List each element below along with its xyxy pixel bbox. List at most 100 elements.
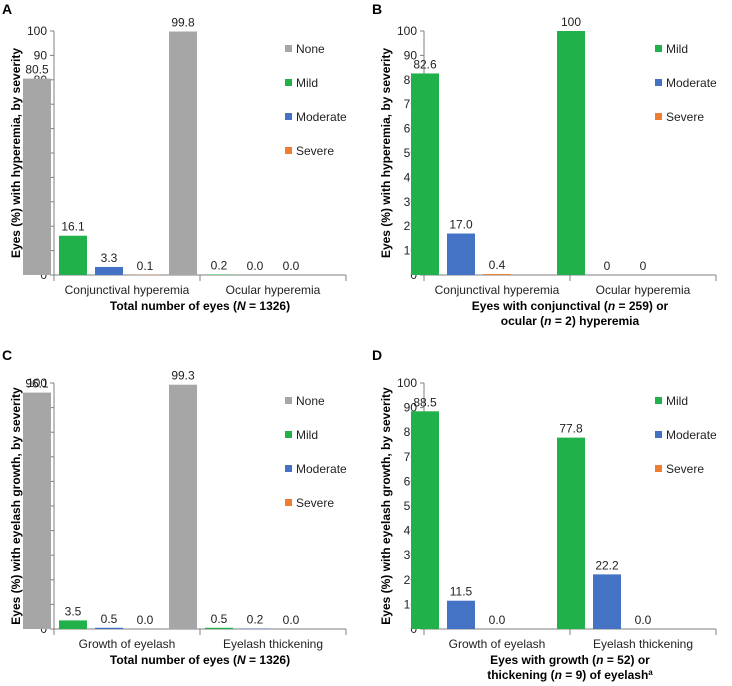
- bar-moderate: [447, 233, 475, 275]
- panel-letter: B: [372, 1, 382, 17]
- legend-label-mild: Mild: [666, 394, 688, 408]
- data-label: 17.0: [449, 218, 473, 232]
- data-label: 0.0: [283, 613, 300, 627]
- bar-mild: [59, 620, 87, 629]
- data-label: 0.0: [635, 613, 652, 627]
- bar-moderate: [95, 266, 123, 275]
- bar-mild: [557, 437, 585, 629]
- legend-swatch-severe: [285, 499, 292, 506]
- legend-swatch-moderate: [285, 465, 292, 472]
- data-label: 96.1: [25, 377, 49, 391]
- panel-letter: A: [2, 1, 12, 17]
- legend-swatch-mild: [655, 45, 662, 52]
- data-label: 0: [604, 259, 611, 273]
- data-label: 11.5: [450, 585, 473, 599]
- category-label: Ocular hyperemia: [596, 283, 691, 297]
- data-label: 100: [561, 15, 581, 29]
- data-label: 0.0: [137, 613, 154, 627]
- panel-letter: D: [372, 347, 382, 363]
- legend-label-moderate: Moderate: [666, 76, 717, 90]
- data-label: 82.6: [413, 57, 437, 71]
- y-axis-label: Eyes (%) with eyelash growth, by severit…: [9, 387, 23, 625]
- legend-swatch-severe: [285, 147, 292, 154]
- data-label: 0.0: [489, 613, 506, 627]
- x-axis-title: ocular (n = 2) hyperemia: [501, 314, 640, 328]
- bar-none: [169, 31, 197, 275]
- legend-swatch-moderate: [655, 431, 662, 438]
- data-label: 0.5: [101, 612, 118, 626]
- y-tick-label: 100: [397, 376, 417, 390]
- category-label: Conjunctival hyperemia: [65, 283, 190, 297]
- bar-moderate: [95, 627, 123, 629]
- data-label: 0.5: [211, 612, 228, 626]
- legend-label-none: None: [296, 42, 325, 56]
- bar-none: [23, 392, 51, 629]
- bar-severe: [483, 274, 511, 275]
- legend-swatch-moderate: [285, 113, 292, 120]
- legend-swatch-severe: [655, 113, 662, 120]
- data-label: 3.3: [101, 251, 118, 265]
- bar-moderate: [447, 600, 475, 629]
- x-axis-title: Eyes with conjunctival (n = 259) or: [472, 299, 669, 313]
- data-label: 0.1: [137, 259, 154, 273]
- data-label: 0.2: [211, 259, 228, 273]
- bar-mild: [411, 73, 439, 276]
- x-axis-title: Eyes with growth (n = 52) or: [490, 653, 650, 667]
- legend-label-moderate: Moderate: [666, 428, 717, 442]
- bar-mild: [59, 235, 87, 275]
- y-axis-label: Eyes (%) with eyelash growth, by severit…: [379, 387, 393, 625]
- data-label: 99.3: [171, 369, 195, 383]
- legend-swatch-mild: [655, 397, 662, 404]
- bar-mild: [205, 627, 233, 629]
- legend-swatch-severe: [655, 465, 662, 472]
- legend-label-severe: Severe: [296, 144, 334, 158]
- y-tick-label: 100: [27, 24, 47, 38]
- bar-none: [23, 78, 51, 275]
- legend-label-moderate: Moderate: [296, 462, 347, 476]
- data-label: 77.8: [559, 422, 583, 436]
- legend-swatch-moderate: [655, 79, 662, 86]
- category-label: Growth of eyelash: [79, 637, 176, 651]
- y-axis-label: Eyes (%) with hyperemia, by severity: [379, 48, 393, 258]
- legend-label-mild: Mild: [296, 76, 318, 90]
- legend-label-none: None: [296, 394, 325, 408]
- data-label: 0.2: [247, 613, 264, 627]
- bar-mild: [411, 411, 439, 629]
- y-tick-label: 100: [27, 376, 47, 390]
- y-tick-label: 90: [404, 48, 418, 62]
- legend-swatch-none: [285, 397, 292, 404]
- category-label: Eyelash thickening: [223, 637, 323, 651]
- chart-panel-b: B Eyes (%) with hyperemia, by severity 0 10…: [372, 1, 717, 328]
- bar-mild: [557, 31, 585, 275]
- bar-moderate: [593, 574, 621, 629]
- category-label: Growth of eyelash: [449, 637, 546, 651]
- panel-letter: C: [2, 347, 12, 363]
- legend-label-severe: Severe: [296, 496, 334, 510]
- data-label: 80.5: [25, 63, 49, 77]
- data-label: 0.4: [489, 258, 506, 272]
- chart-panel-d: D Eyes (%) with eyelash growth, by severi…: [372, 347, 717, 682]
- legend-label-severe: Severe: [666, 462, 704, 476]
- legend-label-severe: Severe: [666, 110, 704, 124]
- bar-none: [169, 384, 197, 629]
- y-tick-label: 100: [397, 24, 417, 38]
- category-label: Conjunctival hyperemia: [435, 283, 560, 297]
- data-label: 3.5: [65, 604, 82, 618]
- x-axis-title: thickening (n = 9) of eyelasha: [487, 668, 653, 683]
- legend-swatch-mild: [285, 431, 292, 438]
- category-label: Ocular hyperemia: [226, 283, 321, 297]
- data-label: 0.0: [247, 259, 264, 273]
- y-tick-label: 90: [34, 48, 48, 62]
- x-axis-title: Total number of eyes (N = 1326): [110, 299, 290, 313]
- category-label: Eyelash thickening: [593, 637, 693, 651]
- data-label: 22.2: [595, 558, 619, 572]
- legend-swatch-none: [285, 45, 292, 52]
- data-label: 0.0: [283, 259, 300, 273]
- legend-label-mild: Mild: [666, 42, 688, 56]
- chart-panel-c: C Eyes (%) with eyelash growth, by severi…: [2, 347, 347, 667]
- x-axis-title: Total number of eyes (N = 1326): [110, 653, 290, 667]
- legend-swatch-mild: [285, 79, 292, 86]
- data-label: 0: [640, 259, 647, 273]
